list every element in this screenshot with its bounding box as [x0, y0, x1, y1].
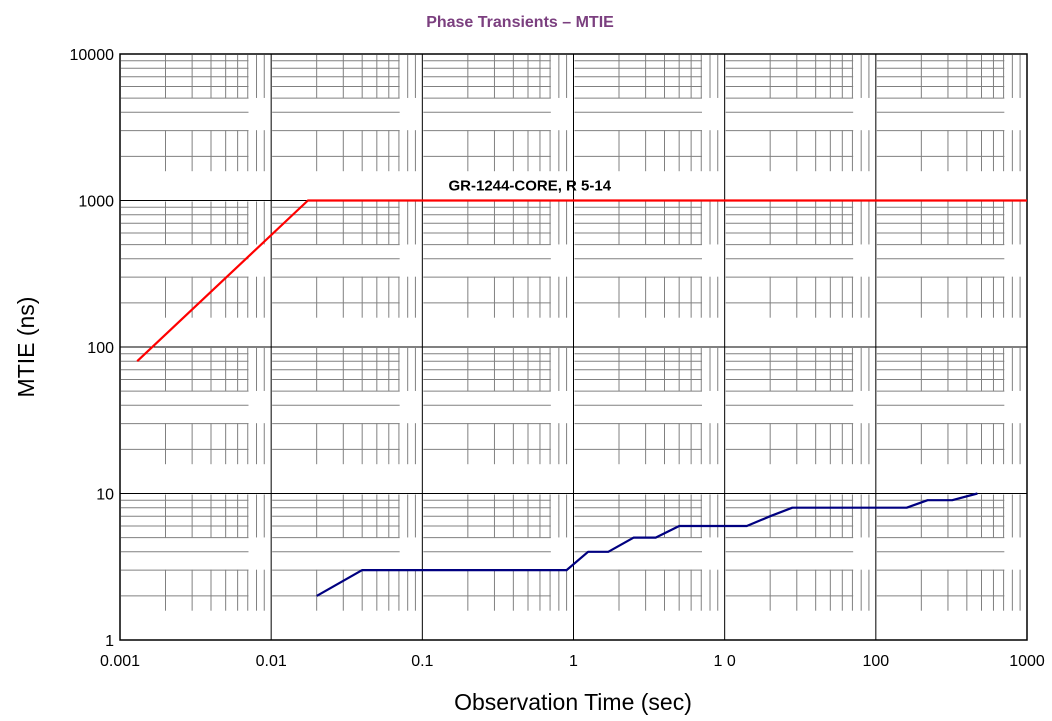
mask-annotation: GR-1244-CORE, R 5-14	[449, 178, 612, 195]
y-axis-label: MTIE (ns)	[13, 297, 39, 398]
x-tick-label: 0.1	[411, 653, 433, 670]
mask-series-line	[136, 199, 1027, 363]
y-tick-label: 10000	[70, 47, 115, 64]
x-tick-label: 0.01	[256, 653, 287, 670]
y-tick-label: 10	[96, 487, 114, 504]
x-tick-label: 100	[862, 653, 889, 670]
chart-title: Phase Transients – MTIE	[426, 14, 614, 31]
series-layer	[136, 199, 1027, 597]
x-axis-label: Observation Time (sec)	[454, 689, 692, 715]
y-tick-labels: 1 10 100 1000 10000	[70, 47, 115, 650]
y-tick-label: 1000	[78, 194, 114, 211]
y-tick-label: 100	[87, 340, 114, 357]
x-tick-label: 1000	[1009, 653, 1045, 670]
plot-frame	[119, 53, 1028, 641]
minor-grid	[121, 55, 1021, 611]
x-tick-label: 1	[569, 653, 578, 670]
x-tick-label: 0.001	[100, 653, 140, 670]
y-tick-label: 1	[105, 633, 114, 650]
x-tick-labels: 0.001 0.01 0.1 1 1 0 100 1000	[100, 653, 1045, 670]
measured-series-line	[316, 492, 978, 597]
x-tick-label: 1 0	[714, 653, 736, 670]
